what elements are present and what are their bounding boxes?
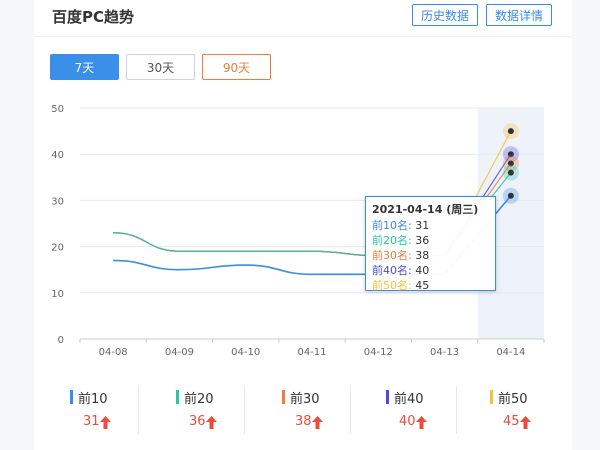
x-tick-label: 04-09 [165, 347, 194, 358]
stat-top30: 前30 38 [282, 386, 382, 438]
panel-header: 百度PC趋势 历史数据 数据详情 [34, 0, 572, 37]
tooltip-value: 36 [415, 234, 430, 247]
stat-top20: 前20 36 [176, 386, 276, 438]
legend-swatch [282, 390, 285, 404]
divider [456, 386, 457, 434]
up-arrow-icon [312, 416, 323, 429]
chart-tooltip: 2021-04-14 (周三) 前10名: 31 前20名: 36 前30名: … [365, 196, 496, 293]
stat-label: 前50 [498, 392, 528, 407]
trend-chart[interactable]: 0 10 20 30 40 50 04-08 04-09 04-10 04-11 04-12 04-1… [0, 0, 600, 378]
tooltip-value: 38 [415, 249, 430, 262]
stat-top10: 前10 31 [70, 386, 170, 438]
stat-value: 38 [295, 414, 312, 429]
tooltip-row-top20: 前20名: 36 [372, 233, 489, 248]
divider [244, 386, 245, 434]
stat-value: 31 [83, 414, 100, 429]
tooltip-date: 2021-04-14 (周三) [372, 203, 479, 216]
data-point [507, 192, 514, 199]
x-tick-label: 04-12 [364, 347, 393, 358]
legend-swatch [490, 390, 493, 404]
up-arrow-icon [206, 416, 217, 429]
tooltip-row-top10: 前10名: 31 [372, 218, 489, 233]
range-7-days-button[interactable]: 7天 [50, 54, 119, 80]
data-detail-button[interactable]: 数据详情 [486, 4, 553, 26]
stat-label: 前40 [394, 392, 424, 407]
stat-value: 40 [399, 414, 416, 429]
tooltip-label: 前10名: [372, 219, 412, 232]
up-arrow-icon [416, 416, 427, 429]
x-tick-label: 04-13 [430, 347, 459, 358]
range-30-days-button[interactable]: 30天 [126, 54, 195, 80]
tooltip-row-top50: 前50名: 45 [372, 278, 489, 293]
stat-top40: 前40 40 [386, 386, 486, 438]
data-point [507, 160, 514, 167]
stat-value: 45 [503, 414, 520, 429]
tooltip-value: 40 [415, 264, 430, 277]
stat-value: 36 [189, 414, 206, 429]
up-arrow-icon [100, 416, 111, 429]
tooltip-row-top30: 前30名: 38 [372, 248, 489, 263]
tooltip-label: 前30名: [372, 249, 412, 262]
x-tick-label: 04-14 [496, 347, 525, 358]
legend-swatch [176, 390, 179, 404]
x-tick-label: 04-08 [99, 347, 128, 358]
tooltip-label: 前50名: [372, 279, 412, 292]
tooltip-label: 前20名: [372, 234, 412, 247]
stat-label: 前30 [290, 392, 320, 407]
x-tick-label: 04-10 [231, 347, 260, 358]
stat-label: 前20 [184, 392, 214, 407]
tooltip-value: 31 [415, 219, 430, 232]
legend-swatch [386, 390, 389, 404]
up-arrow-icon [520, 416, 531, 429]
data-point [507, 169, 514, 176]
legend-swatch [70, 390, 73, 404]
y-tick-label: 0 [58, 335, 64, 346]
rank-summary: 前10 31 前20 36 前30 38 前40 40 前50 45 [34, 378, 572, 438]
stat-label: 前10 [78, 392, 108, 407]
tooltip-value: 45 [415, 279, 430, 292]
page-title: 百度PC趋势 [52, 8, 135, 26]
y-tick-label: 20 [51, 243, 64, 254]
divider [350, 386, 351, 434]
y-tick-label: 50 [51, 104, 64, 115]
data-point [507, 128, 514, 135]
y-tick-label: 40 [51, 150, 64, 161]
x-tick-label: 04-11 [297, 347, 326, 358]
tooltip-label: 前40名: [372, 264, 412, 277]
data-point [507, 151, 514, 158]
range-90-days-button[interactable]: 90天 [202, 54, 271, 80]
y-tick-label: 30 [51, 196, 64, 207]
history-data-button[interactable]: 历史数据 [412, 4, 479, 26]
tooltip-row-top40: 前40名: 40 [372, 263, 489, 278]
y-tick-label: 10 [51, 289, 64, 300]
divider [138, 386, 139, 434]
stat-top50: 前50 45 [490, 386, 590, 438]
